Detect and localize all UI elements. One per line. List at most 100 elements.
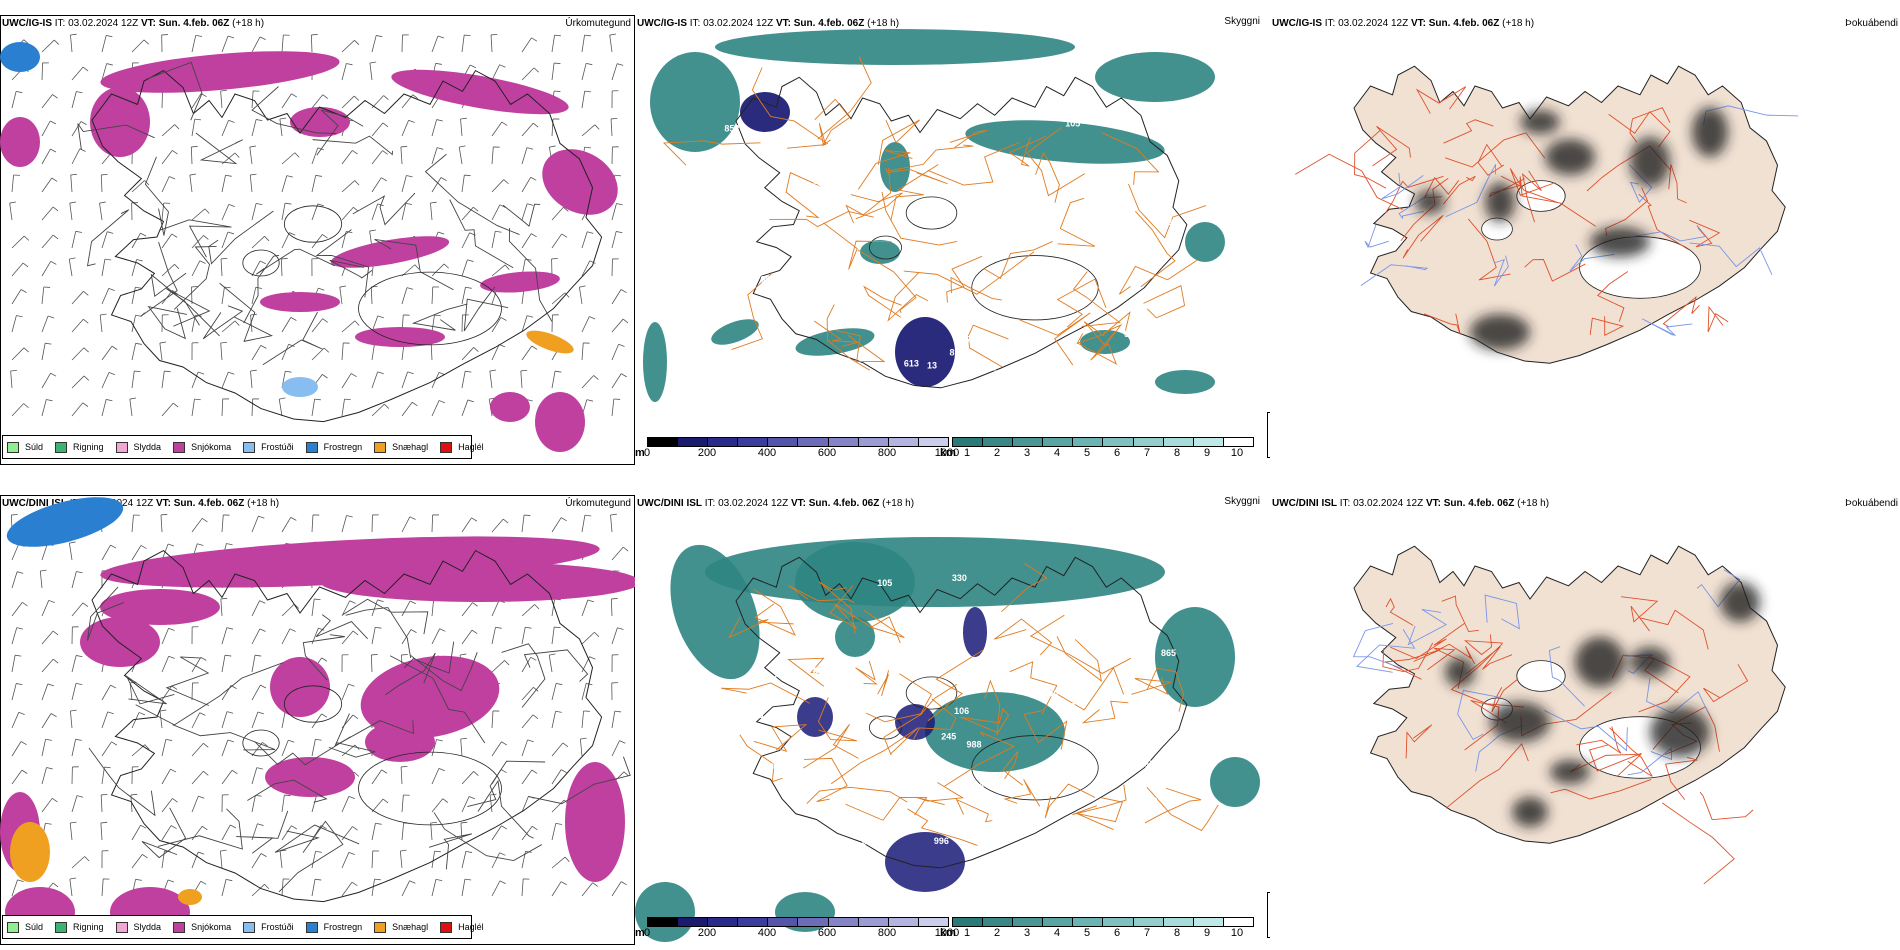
precip-legend: Súld Rigning Slydda Snjókoma Frostúði Frostre… (2, 915, 484, 939)
colorbar-cell (828, 918, 859, 926)
colorbar-cell (678, 918, 709, 926)
legend-label: Snæhagl (392, 442, 429, 452)
colorbar-cell (1223, 918, 1253, 926)
vt-value: Sun. 4.feb. 06Z (173, 498, 245, 509)
legend-swatch (115, 441, 128, 453)
ceiling-value-label: 969 (911, 622, 926, 632)
colorbar-cell (1073, 438, 1104, 446)
visibility-colorbar: km 1 2 3 4 5 6 7 8 9 10 (940, 437, 1270, 463)
legend-label: Frostregn (323, 442, 363, 452)
ceiling-value-label: 996 (934, 836, 949, 846)
ceiling-value-label: 392 (1142, 796, 1157, 806)
ceiling-value-label: 288 (808, 666, 823, 676)
colorbar-cell (953, 438, 984, 446)
colorbar-unit: m (635, 927, 645, 939)
model-name: UWC/IG-IS (1272, 18, 1322, 29)
precip-type-label: Úrkomutegund (565, 18, 631, 29)
lead-time: (+18 h) (867, 18, 900, 29)
vt-value: Sun. 4.feb. 06Z (158, 18, 230, 29)
legend-label: Frostúði (261, 442, 294, 452)
ceiling-value-label: 308 (968, 196, 983, 206)
ceiling-value-label: 613 (904, 358, 919, 368)
ceiling-value-label: 988 (967, 739, 982, 749)
ceiling-value-label: 241 (750, 710, 765, 720)
colorbar-tick-label: 400 (757, 927, 777, 939)
legend-item: Snæhagl (374, 921, 428, 933)
iceland-outline (1295, 65, 1799, 364)
colorbar-unit: km (940, 927, 956, 939)
it-value: 03.02.2024 12Z (718, 498, 789, 509)
legend-swatch (440, 441, 453, 453)
ceiling-value-label: 105 (877, 578, 892, 588)
ceiling-value-label: 245 (941, 732, 956, 742)
ceiling-value-label: 504470 (1160, 753, 1190, 763)
it-value: 03.02.2024 12Z (1353, 498, 1424, 509)
legend-swatch (173, 441, 186, 453)
vt-value: Sun. 4.feb. 06Z (1428, 18, 1500, 29)
ceiling-value-label: 42 (986, 363, 996, 373)
legend-item: Haglél (440, 921, 484, 933)
ceiling-value-label: 325 (1128, 670, 1143, 680)
colorbar-cell (1193, 918, 1224, 926)
ceiling-value-label: 898 (950, 348, 965, 358)
colorbar-cell (1103, 438, 1134, 446)
colorbar-cell (1073, 918, 1104, 926)
colorbar-tick-label: 600 (817, 927, 837, 939)
panel-title: UWC/DINI ISL IT: 03.02.2024 12Z VT: Sun.… (1272, 498, 1549, 509)
colorbar-tick-label: 7 (1143, 927, 1151, 939)
colorbar-cell (678, 438, 709, 446)
ceiling-value-label: 965 (1076, 216, 1091, 226)
legend-item: Súld (7, 921, 43, 933)
it-value: 03.02.2024 12Z (703, 18, 774, 29)
colorbar-cell (953, 918, 984, 926)
legend-item: Slydda (115, 441, 161, 453)
colorbar-cell (1013, 918, 1044, 926)
colorbar-cell (738, 438, 769, 446)
legend-item: Rigning (55, 441, 104, 453)
fog-panel-bottom: UWC/DINI ISL IT: 03.02.2024 12Z VT: Sun.… (1270, 492, 1900, 945)
visibility-map: 613 297 308 852 877 97 898 907 965 237 39 93 13 55 105… (643, 29, 1225, 402)
colorbar-tick-label: 1000 (934, 927, 960, 939)
legend-label: Rigning (73, 922, 104, 932)
ceiling-value-label: 105 (1065, 119, 1080, 129)
iceland-outline (91, 549, 603, 903)
legend-swatch (55, 441, 68, 453)
ceiling-value-label: 852 (724, 123, 739, 133)
vt-label: VT: (775, 18, 791, 29)
legend-swatch (7, 441, 19, 453)
colorbar-unit: m (635, 447, 645, 459)
ceiling-value-label: 85 (862, 836, 872, 846)
ceiling-value-label: 226 (1060, 701, 1075, 711)
lead-time: (+18 h) (882, 498, 915, 509)
legend-item: Snjókoma (173, 921, 231, 933)
colorbar-cell (918, 918, 948, 926)
iceland-outline (1352, 545, 1786, 885)
colorbar-tick-label: 800 (877, 927, 897, 939)
legend-swatch (243, 921, 256, 933)
visibility-label: Skyggni (1224, 16, 1260, 27)
ceiling-value-label: 877 (1167, 217, 1182, 227)
legend-label: Rigning (73, 442, 104, 452)
ceiling-value-label: 13 (927, 361, 937, 371)
it-value: 03.02.2024 12Z (1338, 18, 1409, 29)
model-name: UWC/IG-IS (637, 18, 687, 29)
fog-index-label: Þokuábendi (1845, 498, 1898, 509)
ceiling-value-label: 102 (772, 761, 787, 771)
ceiling-labels: 613 297 308 852 877 97 898 907 965 237 39 93 13 55 105… (724, 119, 1182, 390)
ceiling-value-label: 734 (774, 670, 789, 680)
colorbar-tick-label: 1 (963, 927, 971, 939)
colorbar-tick-label: 1000 (934, 447, 960, 459)
ceiling-value-label: 93 (1124, 329, 1134, 339)
colorbar-cell (858, 438, 889, 446)
iceland-outline (91, 69, 603, 423)
ceiling-value-label: 345 (752, 690, 767, 700)
ceiling-value-label: 39 (810, 293, 820, 303)
ceiling-colorbar: m 0 200 400 600 800 1000 (635, 437, 965, 463)
ceiling-value-label: 907 (760, 274, 775, 284)
ceiling-value-label: 24 (974, 781, 984, 791)
visibility-colorbar: km 1 2 3 4 5 6 7 8 9 10 (940, 917, 1270, 943)
colorbar-strip (647, 437, 949, 447)
legend-item: Frostúði (243, 441, 294, 453)
colorbar-tick-label: 4 (1053, 447, 1061, 459)
ceiling-value-label: 700 (1039, 858, 1054, 868)
